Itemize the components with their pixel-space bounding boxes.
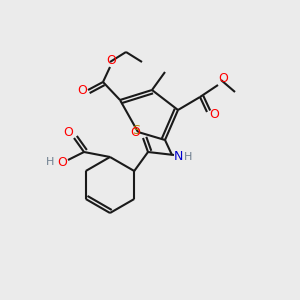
Text: O: O [106, 53, 116, 67]
Text: O: O [209, 109, 219, 122]
Text: O: O [57, 155, 67, 169]
Text: O: O [63, 125, 73, 139]
Text: H: H [46, 157, 54, 167]
Text: O: O [130, 127, 140, 140]
Text: S: S [132, 124, 140, 136]
Text: H: H [184, 152, 192, 162]
Text: N: N [173, 151, 183, 164]
Text: O: O [77, 85, 87, 98]
Text: O: O [218, 73, 228, 85]
